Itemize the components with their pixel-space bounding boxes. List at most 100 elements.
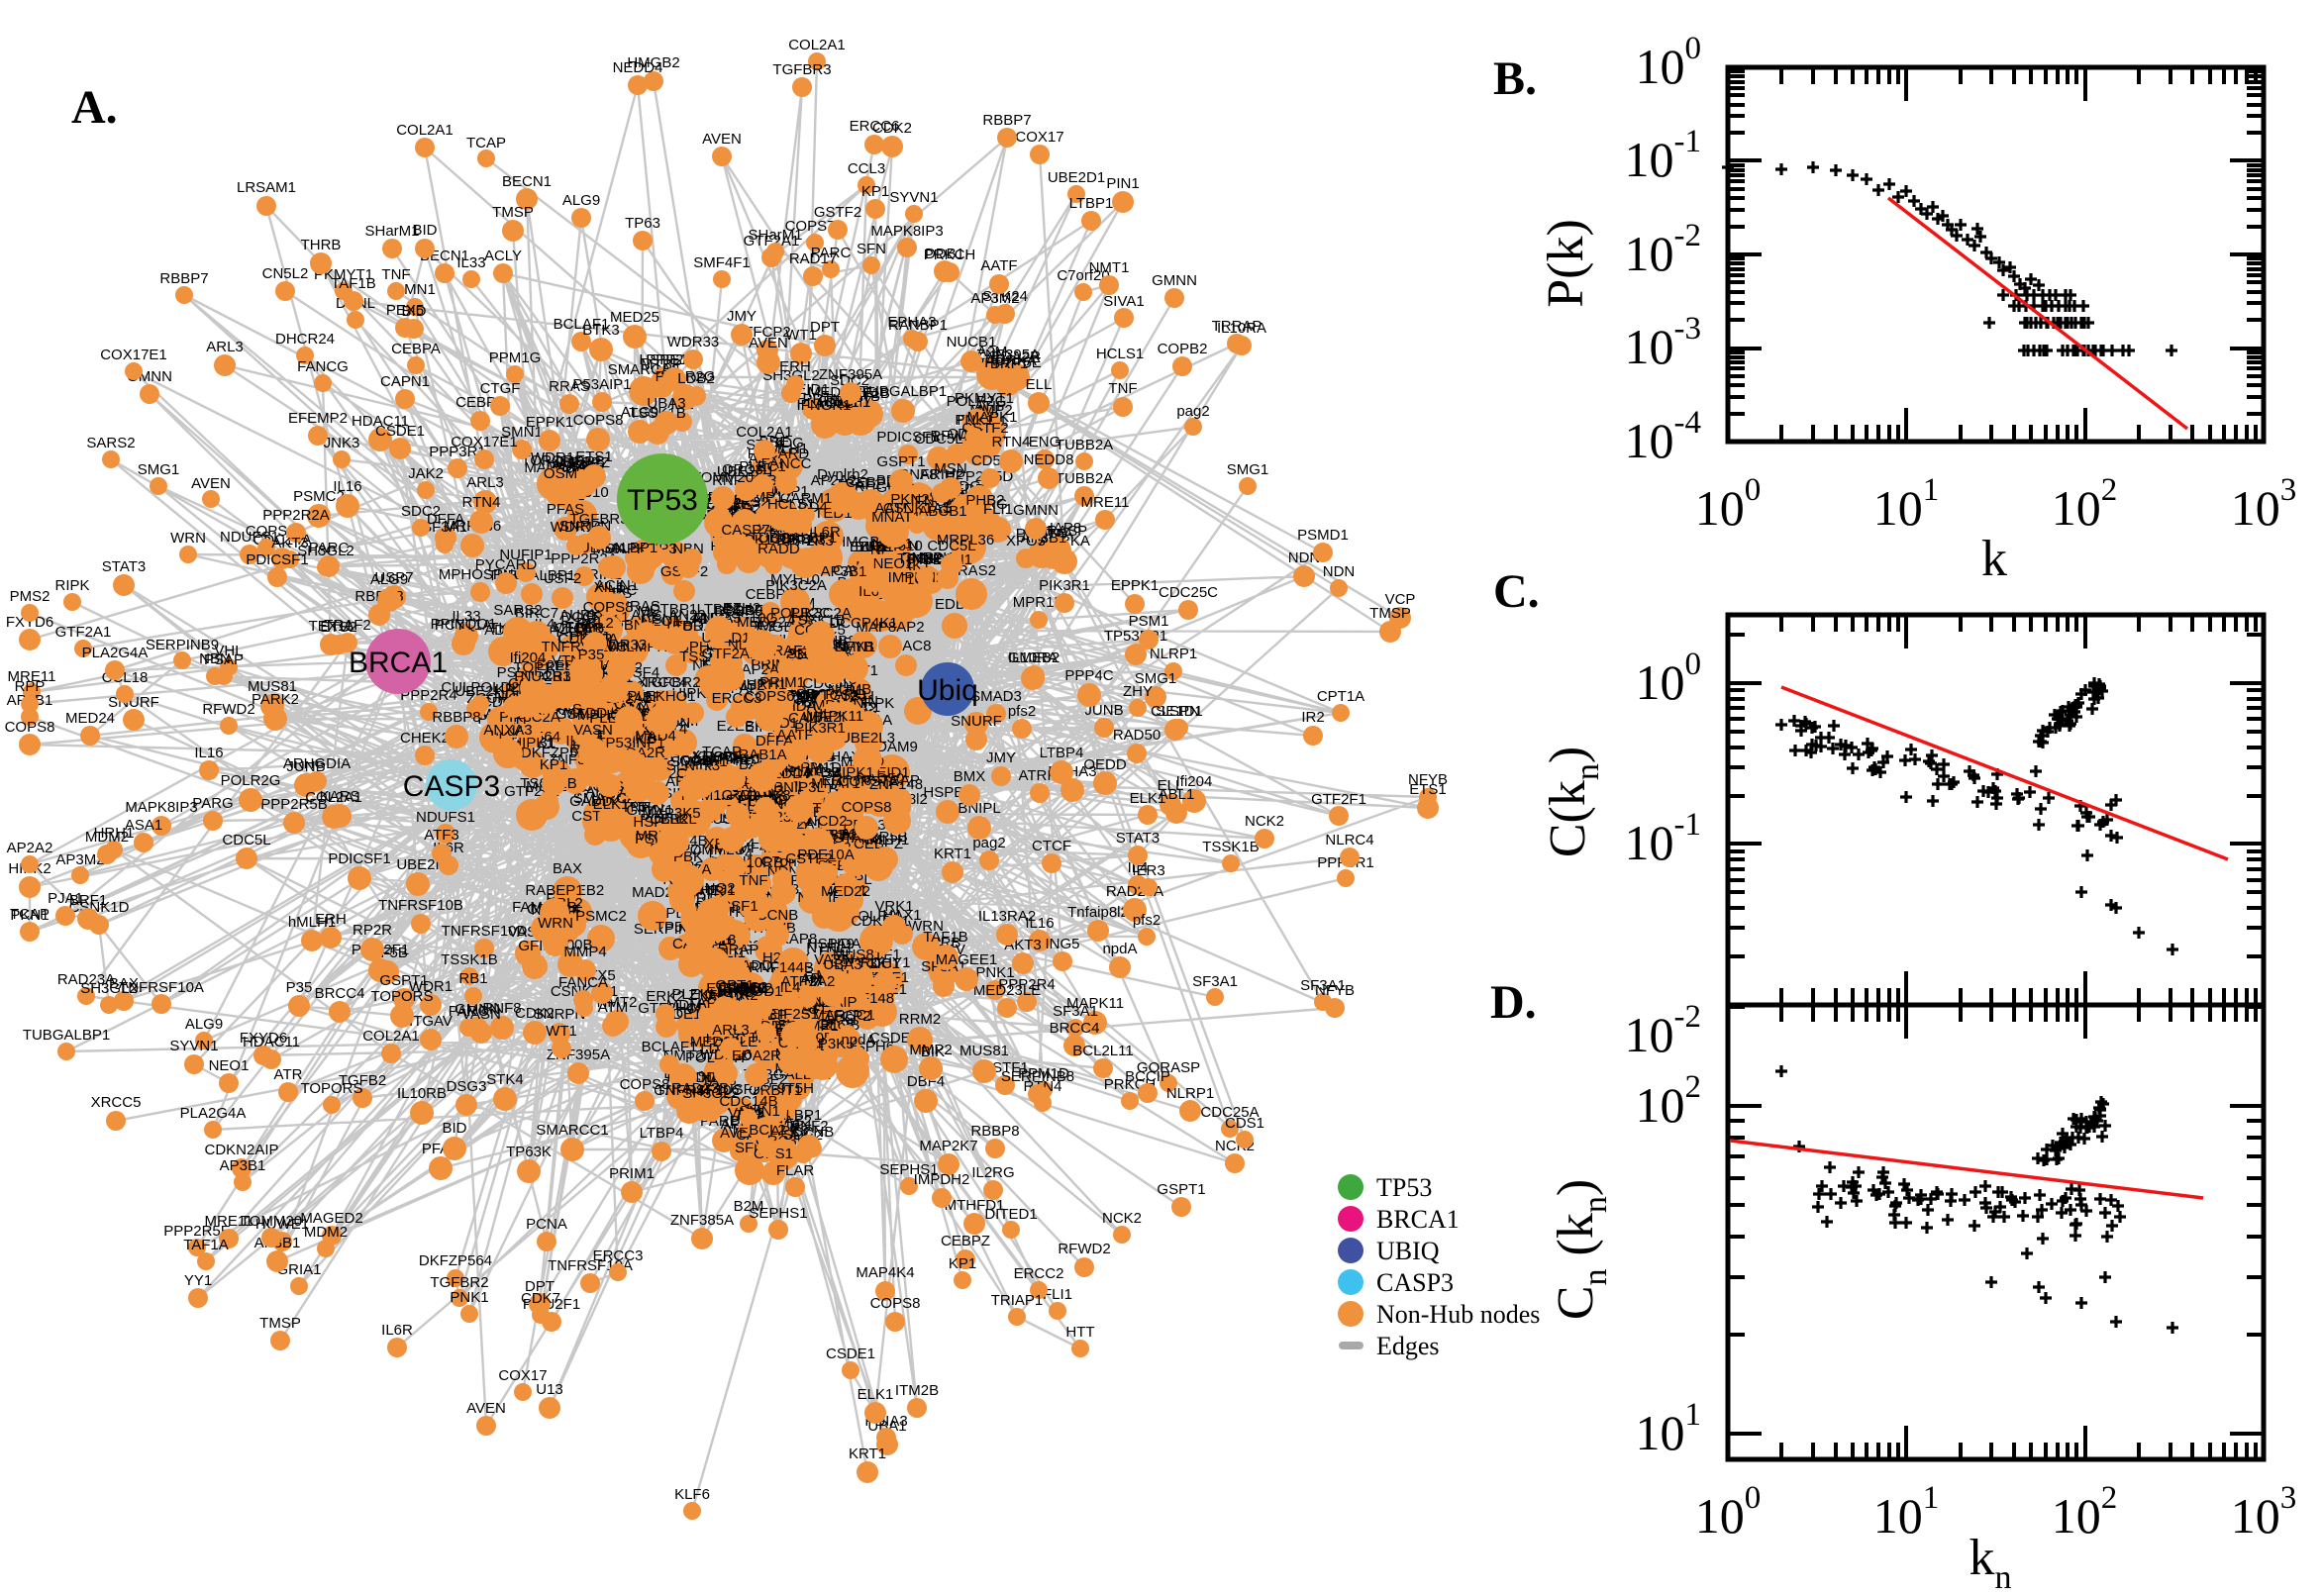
svg-text:KP1: KP1 bbox=[540, 756, 567, 773]
svg-text:COPS6: COPS6 bbox=[745, 688, 795, 705]
svg-text:HCLS1: HCLS1 bbox=[1096, 346, 1144, 362]
svg-text:ARC: ARC bbox=[631, 607, 662, 624]
svg-text:TP53: TP53 bbox=[627, 484, 698, 517]
svg-text:BRCC4: BRCC4 bbox=[315, 985, 365, 1002]
svg-text:CTBP1: CTBP1 bbox=[650, 601, 697, 618]
svg-text:ATR: ATR bbox=[696, 883, 725, 900]
svg-text:ACLY: ACLY bbox=[484, 248, 522, 264]
svg-text:HSPA9: HSPA9 bbox=[807, 936, 855, 952]
svg-text:ORBIT1: ORBIT1 bbox=[749, 1082, 802, 1099]
svg-text:BECN1: BECN1 bbox=[502, 173, 552, 190]
svg-text:MDM2: MDM2 bbox=[304, 1224, 348, 1241]
svg-text:RAD23B: RAD23B bbox=[671, 1080, 729, 1097]
svg-text:CTCF: CTCF bbox=[1032, 838, 1071, 854]
svg-text:IMPDH2: IMPDH2 bbox=[888, 569, 945, 586]
svg-text:SNURF: SNURF bbox=[108, 694, 159, 711]
svg-text:D.: D. bbox=[1490, 976, 1537, 1029]
svg-text:P35: P35 bbox=[286, 979, 313, 996]
svg-text:FANCG: FANCG bbox=[297, 358, 349, 375]
svg-text:TNF: TNF bbox=[739, 872, 767, 889]
svg-text:TSSK1B: TSSK1B bbox=[441, 951, 498, 968]
svg-text:COPB2: COPB2 bbox=[1158, 341, 1208, 357]
svg-text:CDKN2AIP: CDKN2AIP bbox=[204, 1142, 278, 1158]
svg-text:PNK1: PNK1 bbox=[450, 1289, 488, 1306]
svg-text:IL6R: IL6R bbox=[381, 1322, 413, 1339]
svg-text:CSNK1A1: CSNK1A1 bbox=[883, 500, 951, 517]
svg-text:EID1: EID1 bbox=[796, 381, 829, 398]
svg-text:CASP7: CASP7 bbox=[721, 522, 769, 539]
svg-text:CEBPZ: CEBPZ bbox=[846, 474, 895, 491]
svg-text:ZNF395A: ZNF395A bbox=[819, 366, 882, 383]
svg-text:MAPK11: MAPK11 bbox=[806, 708, 863, 725]
svg-text:DCCP4K1: DCCP4K1 bbox=[829, 615, 897, 632]
svg-text:P53AIP1: P53AIP1 bbox=[572, 376, 631, 393]
svg-text:SHarM1: SHarM1 bbox=[748, 227, 802, 244]
svg-text:JUNB: JUNB bbox=[715, 984, 754, 1001]
svg-text:MUS81: MUS81 bbox=[960, 1043, 1009, 1059]
svg-text:TUBGALBP1: TUBGALBP1 bbox=[23, 1027, 110, 1044]
svg-text:POLR2L: POLR2L bbox=[640, 811, 697, 828]
svg-text:MUS81: MUS81 bbox=[833, 947, 882, 963]
svg-text:TOPORS: TOPORS bbox=[300, 1080, 362, 1097]
svg-text:RRM2: RRM2 bbox=[899, 1011, 942, 1028]
svg-text:JNK3: JNK3 bbox=[324, 435, 360, 451]
svg-text:SHarM1: SHarM1 bbox=[364, 223, 419, 240]
svg-text:XRCC5: XRCC5 bbox=[91, 1094, 142, 1111]
svg-text:CSNK1A1: CSNK1A1 bbox=[642, 611, 709, 628]
svg-text:MAPK8IP3: MAPK8IP3 bbox=[870, 223, 943, 240]
svg-text:SMAD3: SMAD3 bbox=[970, 688, 1022, 705]
svg-text:SF3A1: SF3A1 bbox=[1053, 1003, 1098, 1020]
svg-text:PKMYT1: PKMYT1 bbox=[955, 390, 1014, 407]
svg-text:RIPK1: RIPK1 bbox=[831, 764, 873, 781]
svg-text:TUBB2A: TUBB2A bbox=[1056, 437, 1113, 453]
svg-text:CALR: CALR bbox=[788, 710, 828, 727]
svg-text:YY1: YY1 bbox=[184, 1272, 212, 1289]
svg-text:ERCC3: ERCC3 bbox=[712, 690, 762, 707]
svg-text:PLA2G4A: PLA2G4A bbox=[82, 645, 149, 661]
svg-text:ETS1: ETS1 bbox=[1409, 781, 1447, 798]
svg-text:MAD2: MAD2 bbox=[632, 884, 673, 901]
svg-text:ALG9: ALG9 bbox=[370, 571, 408, 588]
svg-text:MAP4K4: MAP4K4 bbox=[856, 1264, 914, 1281]
svg-text:PYCARD: PYCARD bbox=[475, 556, 538, 573]
svg-text:EPPK1: EPPK1 bbox=[1111, 577, 1159, 594]
svg-text:NEDD8: NEDD8 bbox=[1024, 451, 1074, 468]
svg-text:XRCC5: XRCC5 bbox=[693, 748, 744, 765]
svg-text:KRT1: KRT1 bbox=[934, 846, 971, 862]
svg-text:DHCR24: DHCR24 bbox=[275, 331, 335, 348]
svg-text:FANCC: FANCC bbox=[761, 455, 812, 472]
svg-text:NEO1: NEO1 bbox=[209, 1057, 250, 1074]
svg-text:EPPK1: EPPK1 bbox=[526, 414, 573, 431]
svg-text:PPINQO1: PPINQO1 bbox=[431, 616, 497, 633]
svg-text:SMARCC1: SMARCC1 bbox=[802, 1007, 874, 1024]
svg-text:RB1: RB1 bbox=[458, 970, 487, 987]
svg-text:JUNB: JUNB bbox=[286, 758, 325, 775]
svg-text:POLR2G: POLR2G bbox=[221, 772, 281, 789]
svg-text:ERH: ERH bbox=[315, 911, 347, 928]
svg-text:WDR33: WDR33 bbox=[667, 334, 720, 350]
svg-text:RBBP7: RBBP7 bbox=[159, 270, 208, 287]
svg-text:RFWD2: RFWD2 bbox=[1058, 1241, 1110, 1257]
svg-text:IL13RA2: IL13RA2 bbox=[978, 908, 1036, 925]
svg-text:TP63: TP63 bbox=[625, 215, 660, 232]
svg-text:pag2: pag2 bbox=[1176, 403, 1209, 420]
svg-text:GFI1: GFI1 bbox=[626, 802, 658, 819]
svg-text:pfs2: pfs2 bbox=[1133, 912, 1161, 929]
svg-text:AVEN: AVEN bbox=[749, 335, 788, 351]
svg-text:PSMD1: PSMD1 bbox=[1297, 527, 1349, 544]
svg-text:TDG: TDG bbox=[772, 435, 804, 451]
svg-text:AURKA: AURKA bbox=[985, 352, 1037, 369]
svg-text:UBIQ: UBIQ bbox=[1376, 1237, 1440, 1265]
svg-text:MAPK8: MAPK8 bbox=[741, 787, 791, 804]
svg-text:STAT3: STAT3 bbox=[102, 558, 146, 575]
svg-text:CSDE1: CSDE1 bbox=[826, 1346, 875, 1362]
svg-text:PNK1: PNK1 bbox=[955, 412, 993, 429]
svg-text:GSTF2: GSTF2 bbox=[814, 204, 861, 221]
svg-text:MDM2: MDM2 bbox=[666, 997, 710, 1014]
svg-text:EZH2: EZH2 bbox=[723, 600, 760, 617]
svg-text:ASA1: ASA1 bbox=[125, 817, 162, 834]
svg-text:PPM1D: PPM1D bbox=[790, 759, 842, 776]
svg-text:HRH1: HRH1 bbox=[747, 676, 787, 693]
svg-text:MRE11: MRE11 bbox=[205, 1213, 253, 1230]
svg-text:JMY: JMY bbox=[727, 308, 757, 325]
